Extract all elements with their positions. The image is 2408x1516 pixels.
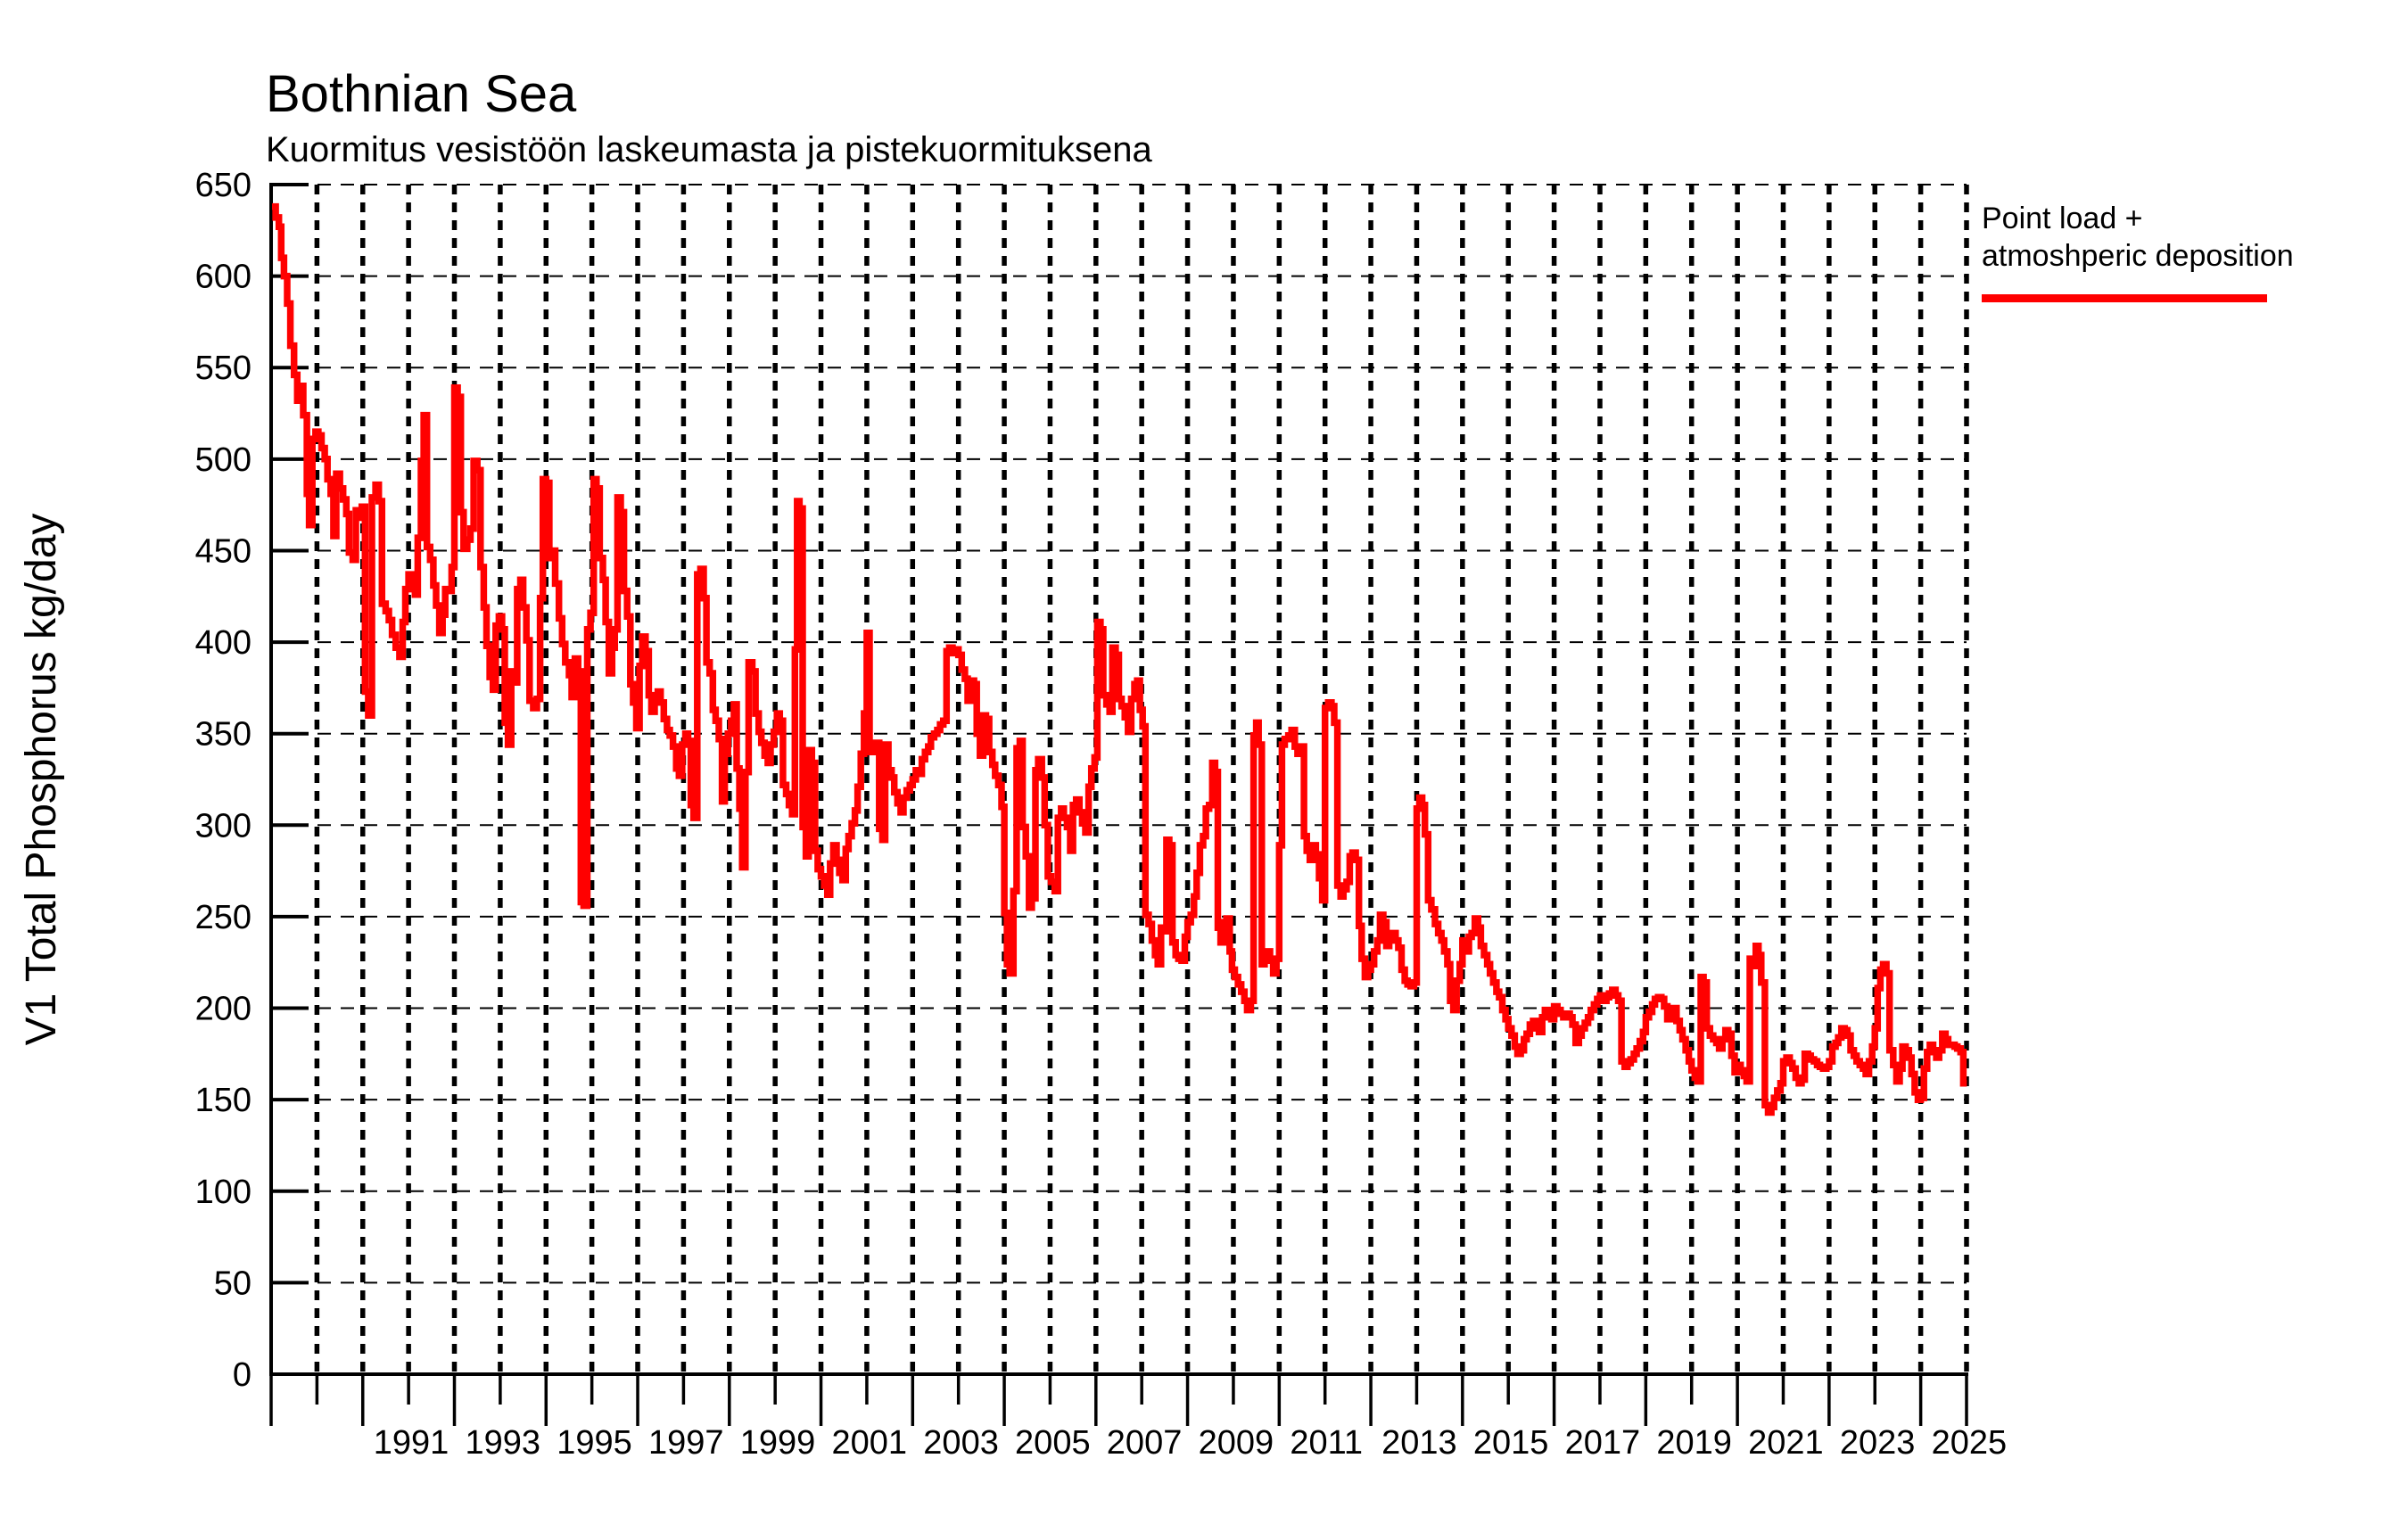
x-tick-label: 2009 bbox=[1199, 1424, 1274, 1462]
legend-label-line1: Point load + bbox=[1982, 202, 2143, 235]
y-axis-title: V1 Total Phosphorus kg/day bbox=[18, 514, 65, 1046]
x-tick-label: 2013 bbox=[1381, 1424, 1457, 1462]
y-tick-label: 550 bbox=[195, 350, 252, 387]
y-tick-label: 50 bbox=[214, 1265, 252, 1302]
chart-subtitle: Kuormitus vesistöön laskeumasta ja piste… bbox=[266, 130, 1152, 169]
y-tick-label: 250 bbox=[195, 899, 252, 936]
x-tick-label: 2005 bbox=[1015, 1424, 1091, 1462]
y-tick-label: 300 bbox=[195, 807, 252, 845]
x-tick-label: 1995 bbox=[557, 1424, 632, 1462]
y-tick-label: 200 bbox=[195, 991, 252, 1028]
y-tick-label: 600 bbox=[195, 259, 252, 296]
y-tick-label: 350 bbox=[195, 716, 252, 754]
x-tick-label: 2007 bbox=[1107, 1424, 1183, 1462]
x-tick-label: 2017 bbox=[1565, 1424, 1641, 1462]
x-tick-label: 2019 bbox=[1656, 1424, 1732, 1462]
x-tick-label: 1993 bbox=[466, 1424, 541, 1462]
legend-label-line2: atmoshperic deposition bbox=[1982, 239, 2294, 273]
x-tick-label: 2025 bbox=[1932, 1424, 2008, 1462]
legend-line-swatch bbox=[1982, 294, 2267, 302]
x-tick-label: 1999 bbox=[740, 1424, 816, 1462]
x-tick-label: 1997 bbox=[648, 1424, 724, 1462]
x-tick-label: 2011 bbox=[1290, 1424, 1363, 1462]
y-tick-label: 650 bbox=[195, 167, 252, 204]
y-tick-label: 500 bbox=[195, 441, 252, 479]
y-tick-label: 150 bbox=[195, 1082, 252, 1119]
legend: Point load + atmoshperic deposition bbox=[1982, 200, 2356, 302]
chart-title: Bothnian Sea bbox=[266, 65, 577, 123]
y-tick-label: 450 bbox=[195, 532, 252, 570]
x-tick-label: 1991 bbox=[374, 1424, 449, 1462]
x-tick-label: 2003 bbox=[923, 1424, 999, 1462]
y-tick-label: 0 bbox=[233, 1356, 252, 1394]
x-tick-label: 2023 bbox=[1840, 1424, 1916, 1462]
x-tick-label: 2021 bbox=[1748, 1424, 1824, 1462]
x-tick-label: 2001 bbox=[832, 1424, 908, 1462]
y-tick-label: 400 bbox=[195, 624, 252, 662]
data-series-line bbox=[272, 202, 1967, 1116]
y-tick-label: 100 bbox=[195, 1174, 252, 1211]
x-tick-label: 2015 bbox=[1473, 1424, 1549, 1462]
